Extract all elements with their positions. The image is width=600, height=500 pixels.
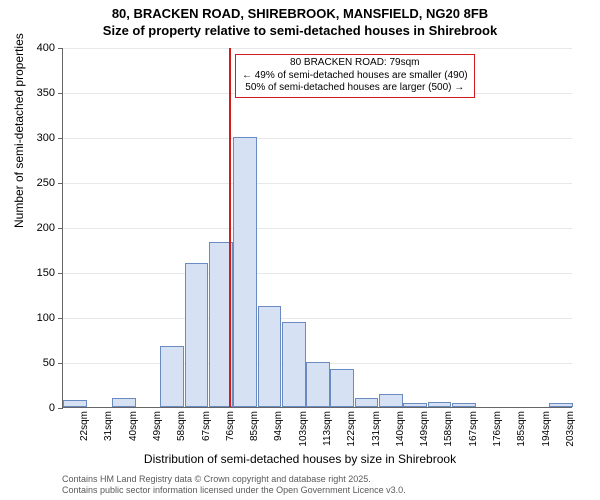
x-tick-label: 85sqm	[249, 411, 260, 441]
y-axis-label: Number of semi-detached properties	[12, 33, 26, 228]
title-line-2: Size of property relative to semi-detach…	[0, 23, 600, 40]
annotation-line-1: ← 49% of semi-detached houses are smalle…	[242, 70, 468, 83]
x-tick-label: 49sqm	[152, 411, 163, 441]
indicator-line	[229, 48, 231, 407]
chart-container: 80, BRACKEN ROAD, SHIREBROOK, MANSFIELD,…	[0, 0, 600, 500]
histogram-bar	[282, 322, 306, 408]
title-line-1: 80, BRACKEN ROAD, SHIREBROOK, MANSFIELD,…	[0, 6, 600, 23]
y-tick-label: 300	[37, 132, 55, 144]
footer-line-1: Contains HM Land Registry data © Crown c…	[62, 474, 406, 485]
histogram-bar	[233, 137, 257, 407]
histogram-bar	[185, 263, 209, 407]
histogram-bar	[428, 402, 452, 407]
x-tick-label: 203sqm	[565, 411, 576, 447]
histogram-bar	[355, 398, 379, 407]
histogram-bar	[63, 400, 87, 407]
x-tick-label: 158sqm	[443, 411, 454, 447]
x-axis-label: Distribution of semi-detached houses by …	[0, 452, 600, 466]
y-tick-label: 100	[37, 312, 55, 324]
y-tick	[58, 408, 63, 409]
x-tick-label: 31sqm	[103, 411, 114, 441]
histogram-bar	[549, 403, 573, 408]
y-tick-label: 250	[37, 177, 55, 189]
x-tick-label: 58sqm	[176, 411, 187, 441]
x-tick-label: 122sqm	[346, 411, 357, 447]
histogram-bar	[112, 398, 136, 407]
x-tick-label: 131sqm	[371, 411, 382, 447]
gridline	[63, 273, 572, 274]
histogram-bar	[306, 362, 330, 407]
plot-area: 05010015020025030035040022sqm31sqm40sqm4…	[62, 48, 572, 408]
gridline	[63, 183, 572, 184]
footer-line-2: Contains public sector information licen…	[62, 485, 406, 496]
x-tick-label: 113sqm	[322, 411, 333, 446]
x-tick-label: 103sqm	[298, 411, 309, 447]
x-tick-label: 185sqm	[516, 411, 527, 447]
y-tick-label: 350	[37, 87, 55, 99]
y-tick-label: 200	[37, 222, 55, 234]
annotation-header: 80 BRACKEN ROAD: 79sqm	[242, 57, 468, 70]
x-tick-label: 40sqm	[128, 411, 139, 441]
histogram-bar	[379, 394, 403, 408]
histogram-bar	[160, 346, 184, 407]
y-tick-label: 0	[49, 402, 55, 414]
x-tick-label: 176sqm	[492, 411, 503, 447]
histogram-bar	[330, 369, 354, 407]
x-tick-label: 149sqm	[419, 411, 430, 447]
gridline	[63, 228, 572, 229]
gridline	[63, 138, 572, 139]
annotation-line-2: 50% of semi-detached houses are larger (…	[242, 82, 468, 95]
y-tick-label: 50	[43, 357, 55, 369]
x-tick-label: 67sqm	[201, 411, 212, 441]
histogram-bar	[258, 306, 282, 407]
histogram-bar	[403, 403, 427, 408]
y-tick-label: 400	[37, 42, 55, 54]
title-block: 80, BRACKEN ROAD, SHIREBROOK, MANSFIELD,…	[0, 0, 600, 40]
gridline	[63, 48, 572, 49]
x-tick-label: 22sqm	[79, 411, 90, 441]
x-tick-label: 76sqm	[225, 411, 236, 441]
y-tick-label: 150	[37, 267, 55, 279]
x-tick-label: 167sqm	[468, 411, 479, 447]
histogram-bar	[452, 403, 476, 408]
x-tick-label: 94sqm	[273, 411, 284, 441]
x-tick-label: 194sqm	[541, 411, 552, 447]
gridline	[63, 318, 572, 319]
annotation-box: 80 BRACKEN ROAD: 79sqm ← 49% of semi-det…	[235, 54, 475, 98]
x-tick-label: 140sqm	[395, 411, 406, 447]
footer-attribution: Contains HM Land Registry data © Crown c…	[62, 474, 406, 496]
